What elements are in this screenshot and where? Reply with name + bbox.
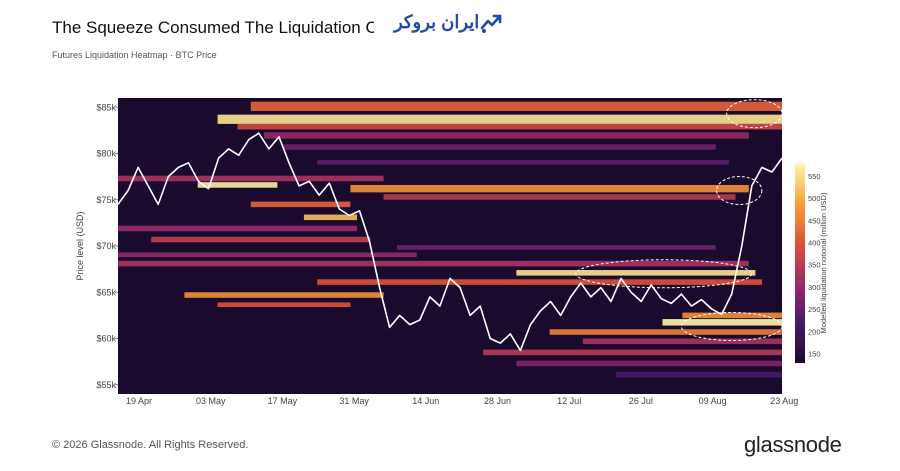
liquidation-band [317, 159, 729, 165]
liquidation-band [350, 184, 749, 193]
liquidation-band [662, 319, 782, 326]
liquidation-band [217, 302, 351, 308]
colorbar-tick-label: 400 [808, 239, 821, 248]
liquidation-band [516, 360, 782, 367]
liquidation-band [118, 225, 358, 232]
x-tick-label: 17 May [268, 396, 298, 406]
y-tick-label: $65k [96, 287, 116, 297]
liquidation-band [616, 371, 782, 378]
x-tick-label: 19 Apr [126, 396, 152, 406]
y-tick-label: $55k [96, 380, 116, 390]
glassnode-logo: glassnode [744, 432, 842, 457]
y-tick-label: $75k [96, 195, 116, 205]
colorbar-ticks: 550 500 450 400 350 300 250 200 150 [808, 172, 821, 359]
liquidation-band [264, 132, 749, 139]
x-tick-label: 09 Aug [699, 396, 727, 406]
colorbar-title: Modelled liquidation notional (million U… [819, 192, 828, 333]
y-tick-label: $70k [96, 241, 116, 251]
colorbar-tick-label: 300 [808, 283, 821, 292]
liquidation-band [118, 252, 417, 258]
highlight-zone [716, 176, 763, 205]
colorbar-tick-label: 350 [808, 261, 821, 270]
liquidation-band [516, 270, 756, 276]
x-tick-label: 26 Jul [629, 396, 653, 406]
x-tick-label: 03 May [196, 396, 226, 406]
y-tick-label: $60k [96, 334, 116, 344]
liquidation-band [284, 144, 716, 150]
liquidation-band [237, 123, 782, 130]
liquidation-band [184, 292, 384, 298]
liquidation-band [250, 201, 351, 208]
liquidation-band [151, 236, 371, 243]
liquidation-bands [118, 101, 783, 378]
trend-arrow-icon [480, 14, 502, 33]
y-tick-label: $80k [96, 149, 116, 159]
liquidation-band [582, 338, 782, 345]
highlight-zone [680, 311, 783, 341]
x-axis-ticks: 19 Apr 03 May 17 May 31 May 14 Jun 28 Jun 12 J… [126, 396, 798, 406]
liquidation-band [303, 214, 358, 221]
btc-price-line [117, 132, 783, 352]
colorbar-tick-label: 500 [808, 194, 821, 203]
liquidation-band [682, 312, 782, 319]
liquidation-band [217, 114, 783, 124]
footer-copyright: © 2026 Glassnode. All Rights Reserved. [52, 439, 249, 451]
x-tick-label: 28 Jun [484, 396, 511, 406]
liquidation-band [549, 329, 782, 335]
x-tick-label: 12 Jul [557, 396, 581, 406]
x-tick-label: 14 Jun [412, 396, 439, 406]
highlight-zone [726, 99, 783, 129]
colorbar-tick-label: 250 [808, 305, 821, 314]
liquidation-band [483, 349, 782, 356]
y-tick-label: $85k [96, 102, 116, 112]
colorbar [795, 163, 805, 363]
broker-watermark: ایران بروکر [394, 12, 480, 32]
liquidation-band [118, 260, 749, 267]
y-axis-ticks: $85k $80k $75k $70k $65k $60k $55k [96, 102, 118, 390]
colorbar-tick-label: 550 [808, 172, 821, 181]
colorbar-tick-label: 450 [808, 216, 821, 225]
highlight-zone [575, 259, 753, 289]
x-tick-label: 23 Aug [770, 396, 798, 406]
highlight-zones [575, 99, 783, 341]
colorbar-tick-label: 150 [808, 350, 821, 359]
chart-subtitle: Futures Liquidation Heatmap · BTC Price [52, 50, 217, 60]
x-tick-label: 31 May [339, 396, 369, 406]
liquidation-band [396, 245, 716, 250]
chart-title: The Squeeze Consumed The Liquidation Clu [52, 18, 374, 37]
liquidation-band [317, 279, 763, 285]
colorbar-tick-label: 200 [808, 327, 821, 336]
liquidation-band [118, 175, 384, 182]
liquidation-band [383, 194, 736, 200]
liquidation-band [250, 101, 783, 111]
liquidation-band [197, 182, 278, 188]
y-axis-title: Price level (USD) [75, 211, 85, 280]
